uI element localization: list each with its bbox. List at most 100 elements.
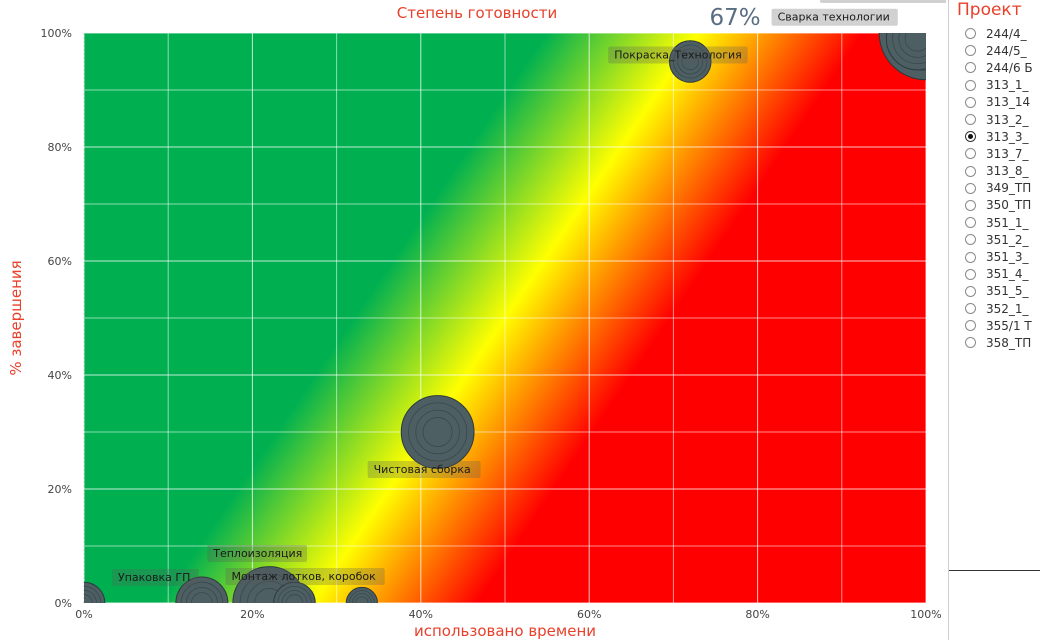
bubble-ring bbox=[281, 590, 308, 603]
y-tick-label: 40% bbox=[48, 369, 72, 382]
bubble-ring bbox=[904, 33, 926, 52]
project-option[interactable]: 244/4_ bbox=[965, 25, 1033, 42]
radio-button[interactable] bbox=[965, 285, 976, 297]
bubble-ring bbox=[408, 402, 468, 462]
bubble-label-box bbox=[771, 8, 898, 26]
bubble-point bbox=[885, 33, 926, 71]
project-option[interactable]: 349_ТП bbox=[965, 180, 1033, 197]
bubble-label-box bbox=[367, 461, 481, 478]
project-option[interactable]: 358_ТП bbox=[965, 334, 1033, 351]
bubble-ring bbox=[415, 409, 460, 455]
y-tick-label: 0% bbox=[55, 597, 72, 610]
bubble-label: Сварка технологии bbox=[778, 11, 890, 24]
radio-button[interactable] bbox=[965, 303, 976, 315]
project-option[interactable]: 313_3_ bbox=[965, 128, 1033, 145]
project-option-label: 349_ТП bbox=[986, 181, 1032, 196]
radio-button[interactable] bbox=[965, 182, 976, 194]
project-option[interactable]: 313_2_ bbox=[965, 111, 1033, 128]
project-option[interactable]: 244/6 Б bbox=[965, 59, 1033, 76]
bubble-label-box bbox=[608, 46, 748, 64]
radio-button[interactable] bbox=[965, 268, 976, 280]
radio-button[interactable] bbox=[965, 114, 976, 126]
project-option-label: 313_1_ bbox=[986, 78, 1029, 93]
bubble-label-box bbox=[820, 0, 946, 3]
bubble-point bbox=[273, 581, 316, 603]
bubble-label: Упаковка ГП bbox=[118, 571, 190, 584]
radio-button[interactable] bbox=[965, 96, 976, 108]
project-option-label: 313_3_ bbox=[986, 129, 1029, 144]
radio-button[interactable] bbox=[965, 234, 976, 246]
project-option-label: 350_ТП bbox=[986, 198, 1032, 213]
y-tick-label: 80% bbox=[48, 141, 72, 154]
bubble-ring bbox=[285, 594, 304, 603]
bubble-label: Покраска_Технология bbox=[614, 49, 742, 62]
bubble-ring bbox=[191, 592, 213, 603]
radio-button[interactable] bbox=[965, 131, 976, 143]
radio-button[interactable] bbox=[965, 251, 976, 263]
bubble-ring bbox=[239, 573, 299, 603]
project-option[interactable]: 313_1_ bbox=[965, 77, 1033, 94]
bubble-ring bbox=[254, 588, 285, 603]
bubble-point bbox=[668, 40, 712, 83]
bubble-ring bbox=[422, 417, 453, 447]
project-option[interactable]: 351_5_ bbox=[965, 283, 1033, 300]
radio-button[interactable] bbox=[965, 79, 976, 91]
bubble-ring bbox=[352, 593, 372, 603]
y-tick-label: 100% bbox=[41, 27, 72, 40]
bubble-ring bbox=[677, 48, 704, 75]
bubble-ring bbox=[84, 585, 102, 603]
radio-button[interactable] bbox=[965, 148, 976, 160]
project-filter-panel: Проект 244/4_ 244/5_ 244/6 Б 313_1_ 313_14 31… bbox=[948, 0, 1040, 640]
project-filter-title: Проект bbox=[957, 0, 1022, 20]
y-tick-label: 60% bbox=[48, 255, 72, 268]
radio-button[interactable] bbox=[965, 28, 976, 40]
project-option[interactable]: 352_1_ bbox=[965, 300, 1033, 317]
bubble-ring bbox=[898, 33, 926, 58]
bubble-label: Изготовление технологии bbox=[826, 0, 946, 1]
project-option[interactable]: 355/1 Т bbox=[965, 317, 1033, 334]
project-option[interactable]: 351_2_ bbox=[965, 231, 1033, 248]
project-option[interactable]: 313_8_ bbox=[965, 163, 1033, 180]
radio-button[interactable] bbox=[965, 62, 976, 74]
y-axis-title: % завершения bbox=[7, 260, 25, 375]
bubble-ring bbox=[348, 590, 375, 603]
overall-percent: 67% bbox=[709, 5, 760, 31]
radio-button[interactable] bbox=[965, 217, 976, 229]
x-tick-label: 40% bbox=[409, 608, 433, 621]
y-tick-label: 20% bbox=[48, 483, 72, 496]
radio-button[interactable] bbox=[965, 45, 976, 57]
project-option-label: 351_2_ bbox=[986, 232, 1029, 247]
x-tick-label: 100% bbox=[910, 608, 941, 621]
project-option[interactable]: 351_4_ bbox=[965, 266, 1033, 283]
radio-button[interactable] bbox=[965, 165, 976, 177]
radio-button[interactable] bbox=[965, 199, 976, 211]
readiness-chart: 0% 20% 40% 60% 80% 100% 0% 20% 40% 60% 80% 100% Степ… bbox=[7, 0, 946, 640]
project-option-label: 313_8_ bbox=[986, 164, 1029, 179]
bubble-ring bbox=[185, 587, 218, 603]
project-option[interactable]: 313_14 bbox=[965, 94, 1033, 111]
bubble-ring bbox=[892, 33, 926, 65]
project-option-label: 351_5_ bbox=[986, 284, 1029, 299]
bubble-layer bbox=[84, 33, 926, 603]
project-option[interactable]: 244/5_ bbox=[965, 42, 1033, 59]
x-tick-label: 20% bbox=[240, 608, 264, 621]
project-option[interactable]: 351_3_ bbox=[965, 248, 1033, 265]
radio-button[interactable] bbox=[965, 320, 976, 332]
project-option-label: 244/6 Б bbox=[986, 60, 1033, 75]
bubble-point bbox=[175, 576, 229, 603]
panel-divider bbox=[949, 570, 1040, 571]
project-list: 244/4_ 244/5_ 244/6 Б 313_1_ 313_14 313_2_ 313… bbox=[965, 25, 1033, 352]
bubble-label-box bbox=[225, 568, 385, 585]
project-option-label: 244/5_ bbox=[986, 43, 1027, 58]
bubble-ring bbox=[355, 596, 369, 603]
project-option-label: 358_ТП bbox=[986, 335, 1032, 350]
x-tick-label: 80% bbox=[745, 608, 769, 621]
project-option[interactable]: 350_ТП bbox=[965, 197, 1033, 214]
project-option-label: 313_2_ bbox=[986, 112, 1029, 127]
project-option[interactable]: 313_7_ bbox=[965, 145, 1033, 162]
bubble-ring bbox=[277, 585, 312, 603]
project-option[interactable]: 351_1_ bbox=[965, 214, 1033, 231]
radio-button[interactable] bbox=[965, 337, 976, 349]
bubble-label-box bbox=[112, 569, 199, 586]
project-option-label: 313_7_ bbox=[986, 146, 1029, 161]
